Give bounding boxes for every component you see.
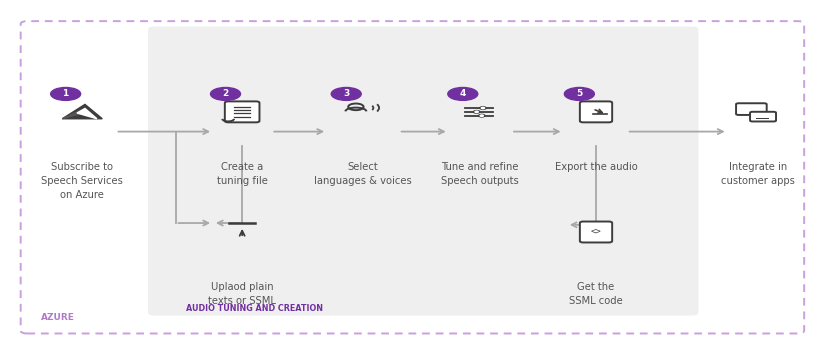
Polygon shape: [63, 110, 85, 119]
Text: AUDIO TUNING AND CREATION: AUDIO TUNING AND CREATION: [185, 304, 323, 313]
Polygon shape: [77, 108, 97, 119]
Text: Select
languages & voices: Select languages & voices: [314, 162, 412, 186]
FancyBboxPatch shape: [750, 112, 776, 121]
Circle shape: [481, 107, 485, 109]
Text: 2: 2: [223, 89, 229, 98]
Circle shape: [474, 111, 480, 113]
Text: Get the
SSML code: Get the SSML code: [569, 282, 623, 306]
Text: Integrate in
customer apps: Integrate in customer apps: [721, 162, 796, 186]
FancyBboxPatch shape: [580, 102, 612, 122]
Text: Export the audio: Export the audio: [555, 162, 637, 172]
Text: 4: 4: [460, 89, 466, 98]
Text: Uplaod plain
texts or SSML: Uplaod plain texts or SSML: [208, 282, 276, 306]
Text: Subscribe to
Speech Services
on Azure: Subscribe to Speech Services on Azure: [42, 162, 123, 200]
Circle shape: [331, 87, 361, 100]
Polygon shape: [63, 104, 103, 119]
Text: Create a
tuning file: Create a tuning file: [217, 162, 268, 186]
Text: Tune and refine
Speech outputs: Tune and refine Speech outputs: [440, 162, 518, 186]
Circle shape: [448, 87, 478, 100]
Circle shape: [475, 111, 478, 113]
Circle shape: [210, 87, 240, 100]
Circle shape: [480, 115, 484, 116]
Text: AZURE: AZURE: [41, 313, 74, 322]
Circle shape: [479, 114, 485, 117]
Circle shape: [51, 87, 81, 100]
FancyBboxPatch shape: [756, 118, 769, 119]
FancyBboxPatch shape: [736, 103, 766, 115]
Text: 1: 1: [63, 89, 68, 98]
FancyBboxPatch shape: [21, 21, 804, 333]
FancyBboxPatch shape: [225, 102, 259, 122]
Text: 5: 5: [576, 89, 582, 98]
FancyBboxPatch shape: [580, 221, 612, 243]
Circle shape: [480, 107, 486, 109]
Text: 3: 3: [343, 89, 349, 98]
FancyBboxPatch shape: [148, 27, 698, 316]
Circle shape: [565, 87, 595, 100]
Text: <>: <>: [590, 228, 601, 237]
